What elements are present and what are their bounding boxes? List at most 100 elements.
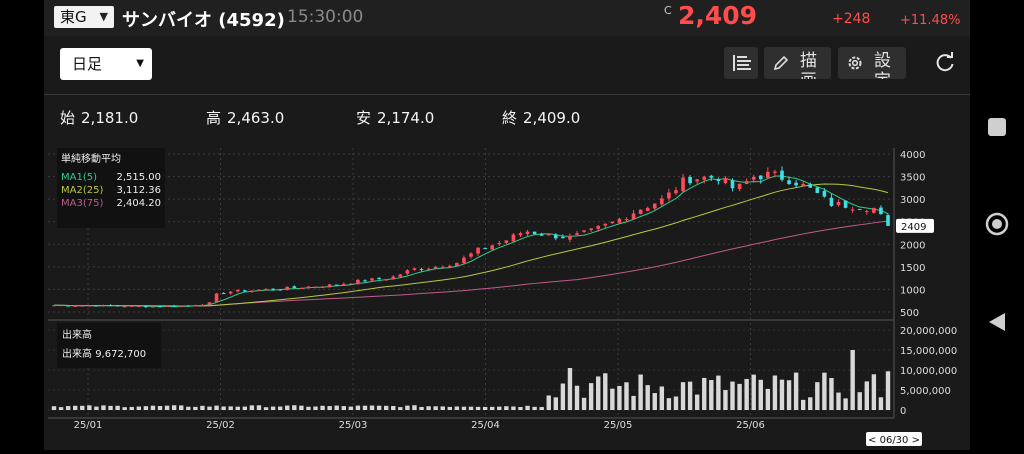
ma3-value: 2,404.20 (116, 198, 161, 209)
volume-bar (786, 380, 792, 410)
volume-bar (546, 395, 551, 410)
refresh-icon[interactable] (934, 52, 956, 74)
candle-body (271, 288, 275, 290)
price-change: +248 (832, 11, 871, 27)
volume-bar (362, 405, 368, 410)
volume-bar (631, 395, 636, 410)
volume-bar (666, 398, 672, 410)
volume-bar (482, 406, 488, 410)
candle-body (186, 305, 191, 307)
volume-bar (101, 405, 106, 410)
candle-body (638, 209, 643, 214)
candle-body (681, 177, 685, 192)
candle-body (660, 198, 664, 205)
candle-body (497, 242, 502, 245)
volume-bar (150, 405, 156, 410)
volume-bar (779, 379, 785, 410)
candle-body (886, 215, 890, 226)
candle-body (773, 171, 777, 173)
candle-body (808, 184, 813, 188)
nav-buttons (985, 118, 1009, 331)
candle-body (490, 245, 495, 250)
market-selector[interactable]: 東G ▼ (54, 6, 114, 28)
candle-body (652, 203, 657, 209)
indicator-list-button[interactable] (724, 47, 758, 79)
candle-body (73, 305, 78, 307)
volume-bar (235, 406, 240, 410)
candle-body (228, 291, 233, 294)
volume-tick-label: 20,000,000 (900, 326, 957, 337)
candle-body (539, 234, 544, 236)
candle-body (801, 183, 805, 187)
candle-body (243, 290, 247, 292)
candle-body (426, 268, 431, 270)
candle-body (144, 306, 148, 308)
volume-bar (179, 405, 184, 410)
volume-bar (447, 406, 452, 410)
volume-bar (497, 406, 502, 410)
volume-bar (610, 388, 615, 410)
volume-bar (475, 406, 481, 410)
candle-body (483, 248, 487, 250)
ma1-line (53, 175, 889, 308)
candle-body (716, 179, 721, 182)
volume-bar (751, 374, 756, 410)
volume-bar (553, 397, 559, 410)
volume-bar (617, 385, 622, 410)
volume-bar (815, 382, 820, 410)
candle-body (172, 305, 176, 307)
x-tick-label: 25/04 (471, 420, 500, 431)
back-icon[interactable] (989, 313, 1005, 331)
dropdown-arrow-icon: ▼ (136, 58, 144, 69)
volume-bar (419, 406, 424, 410)
ma-legend: 単純移動平均 MA1(5) 2,515.00 MA2(25) 3,112.36 MA… (57, 148, 165, 228)
volume-tick-label: 5,000,000 (900, 386, 951, 397)
y-tick-label: 1000 (900, 285, 925, 296)
candle-body (313, 286, 318, 288)
price-change-percent: +11.48% (900, 13, 961, 28)
volume-bar (136, 406, 142, 410)
candle-body (582, 230, 586, 232)
volume-bar (822, 372, 827, 410)
draw-button[interactable]: 描画 (764, 47, 831, 79)
price-chart[interactable]: 400035003000250020001500100050020,000,00… (44, 0, 970, 450)
candle-body (398, 274, 403, 277)
volume-tick-label: 0 (900, 406, 906, 417)
x-tick-label: 25/02 (206, 420, 235, 431)
candle-body (864, 211, 869, 213)
settings-button[interactable]: 設定 (838, 47, 906, 79)
volume-bar (560, 383, 566, 410)
x-tick-label: 25/05 (604, 420, 633, 431)
period-selector[interactable]: 日足 ▼ (60, 48, 152, 80)
candle-body (221, 293, 226, 295)
recents-icon[interactable] (988, 118, 1006, 136)
volume-tick-label: 10,000,000 (900, 366, 957, 377)
volume-bar (292, 405, 297, 410)
candle-body (327, 284, 332, 288)
candle-body (214, 293, 219, 303)
candle-body (207, 302, 212, 305)
volume-bar (581, 397, 587, 410)
volume-bar (369, 405, 375, 410)
volume-bar (624, 382, 629, 410)
volume-bar (334, 405, 339, 410)
volume-bar (758, 379, 763, 410)
candle-body (546, 233, 551, 236)
y-tick-label: 2000 (900, 240, 925, 251)
candle-body (751, 176, 756, 180)
period-label: 日足 (72, 55, 103, 73)
pencil-icon (773, 55, 789, 71)
candle-body (433, 266, 438, 269)
candle-body (695, 179, 699, 182)
high-price: 高 2,463.0 (206, 109, 285, 127)
volume-bar (299, 405, 304, 410)
volume-bar (793, 372, 799, 410)
candle-body (667, 192, 671, 199)
ma3-line (53, 220, 889, 307)
candle-body (589, 228, 593, 230)
volume-bar (277, 406, 283, 410)
home-icon[interactable] (985, 212, 1009, 236)
volume-bar (433, 406, 438, 410)
candle-body (447, 265, 452, 267)
chart-toolbar: 日足 ▼ 描画 設定 (44, 36, 970, 94)
